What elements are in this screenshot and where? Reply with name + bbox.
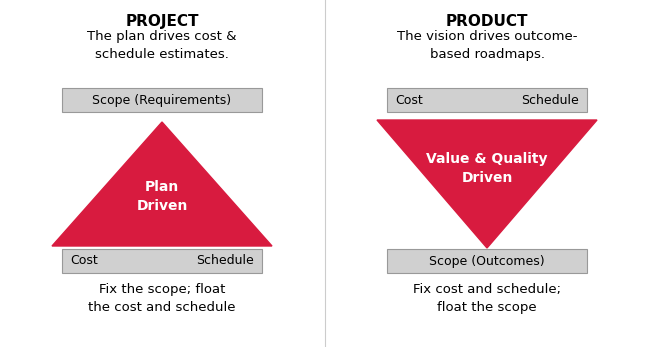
- Text: Plan
Driven: Plan Driven: [136, 180, 188, 213]
- Text: Schedule: Schedule: [196, 254, 254, 268]
- Text: Schedule: Schedule: [521, 93, 579, 107]
- FancyBboxPatch shape: [62, 249, 262, 273]
- Text: Fix cost and schedule;
float the scope: Fix cost and schedule; float the scope: [413, 283, 561, 314]
- FancyBboxPatch shape: [387, 249, 587, 273]
- Text: PROJECT: PROJECT: [125, 14, 199, 29]
- Text: The plan drives cost &
schedule estimates.: The plan drives cost & schedule estimate…: [87, 30, 237, 61]
- FancyBboxPatch shape: [62, 88, 262, 112]
- Text: Fix the scope; float
the cost and schedule: Fix the scope; float the cost and schedu…: [88, 283, 236, 314]
- Text: Cost: Cost: [395, 93, 422, 107]
- Polygon shape: [377, 120, 597, 248]
- Polygon shape: [52, 122, 272, 246]
- Text: Scope (Outcomes): Scope (Outcomes): [429, 254, 545, 268]
- Text: The vision drives outcome-
based roadmaps.: The vision drives outcome- based roadmap…: [396, 30, 577, 61]
- Text: PRODUCT: PRODUCT: [446, 14, 528, 29]
- Text: Scope (Requirements): Scope (Requirements): [92, 93, 231, 107]
- Text: Cost: Cost: [70, 254, 98, 268]
- FancyBboxPatch shape: [387, 88, 587, 112]
- Text: Value & Quality
Driven: Value & Quality Driven: [426, 152, 548, 185]
